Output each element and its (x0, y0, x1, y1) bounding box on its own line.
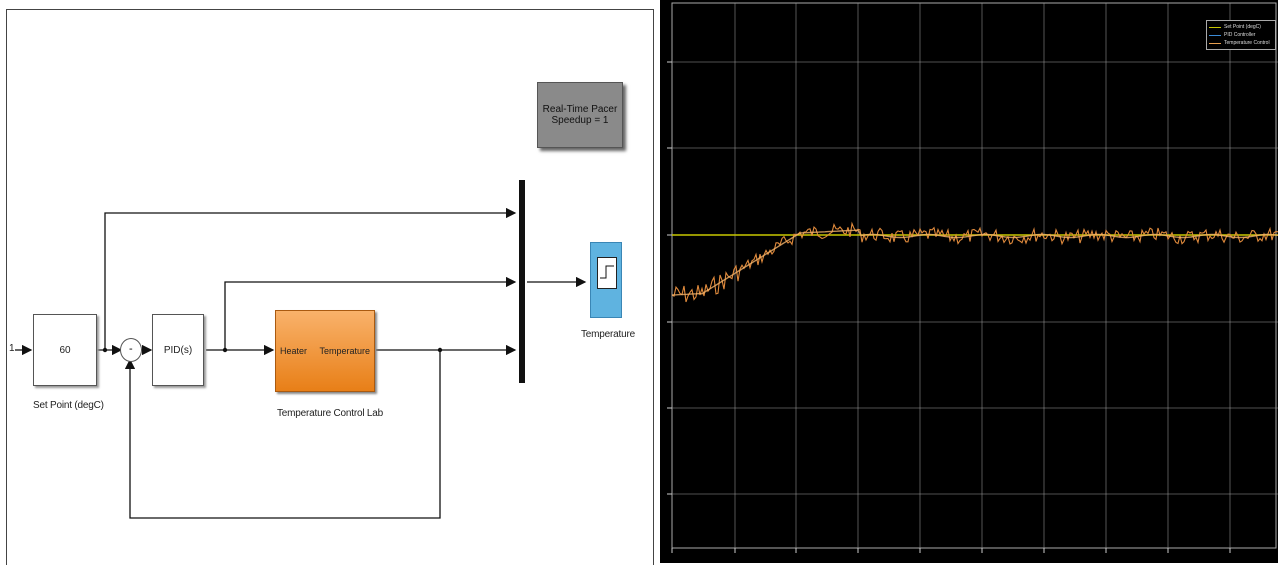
pacer-title: Real-Time Pacer (542, 104, 618, 115)
pid-label: PID(s) (163, 344, 193, 356)
pacer-speedup: Speedup = 1 (551, 115, 609, 126)
plot-frame (671, 2, 1277, 549)
legend-item: Set Point (degC) (1209, 23, 1273, 31)
temperature-filtered-line (671, 229, 1278, 296)
block-diagram-panel: 1 60 Set Point (degC) - PID(s) Heater Te… (6, 9, 654, 565)
legend-item: Temperature Control (1209, 39, 1273, 47)
setpoint-constant-block[interactable]: 60 (33, 314, 97, 386)
scope-icon (597, 257, 617, 289)
sum-block[interactable]: - (120, 338, 142, 362)
plant-label: Temperature Control Lab (277, 408, 384, 419)
legend-item: PID Controller (1209, 31, 1273, 39)
scope-plot-panel: Set Point (degC) PID Controller Temperat… (660, 0, 1278, 563)
plant-output-port: Temperature (319, 346, 370, 356)
scope-block[interactable] (590, 242, 622, 318)
mux-block[interactable] (519, 180, 525, 383)
scope-chart (667, 2, 1278, 553)
sum-minus-sign: - (129, 343, 133, 355)
setpoint-label: Set Point (degC) (33, 400, 104, 411)
line-control-to-mux (224, 276, 517, 350)
plant-input-port: Heater (280, 346, 308, 356)
scope-legend: Set Point (degC) PID Controller Temperat… (1206, 20, 1276, 50)
signal-lines (15, 180, 587, 519)
temperature-series-line (671, 221, 1278, 303)
pid-controller-block[interactable]: PID(s) (152, 314, 204, 386)
line-feedback (124, 350, 441, 519)
constant-value: 60 (59, 344, 71, 356)
scope-label: Temperature (581, 329, 635, 340)
real-time-pacer-block[interactable]: Real-Time Pacer Speedup = 1 (537, 82, 623, 148)
line-setpoint-to-mux (104, 207, 517, 350)
input-port-label: 1 (9, 343, 15, 354)
temperature-control-lab-block[interactable]: Heater Temperature (275, 310, 375, 392)
